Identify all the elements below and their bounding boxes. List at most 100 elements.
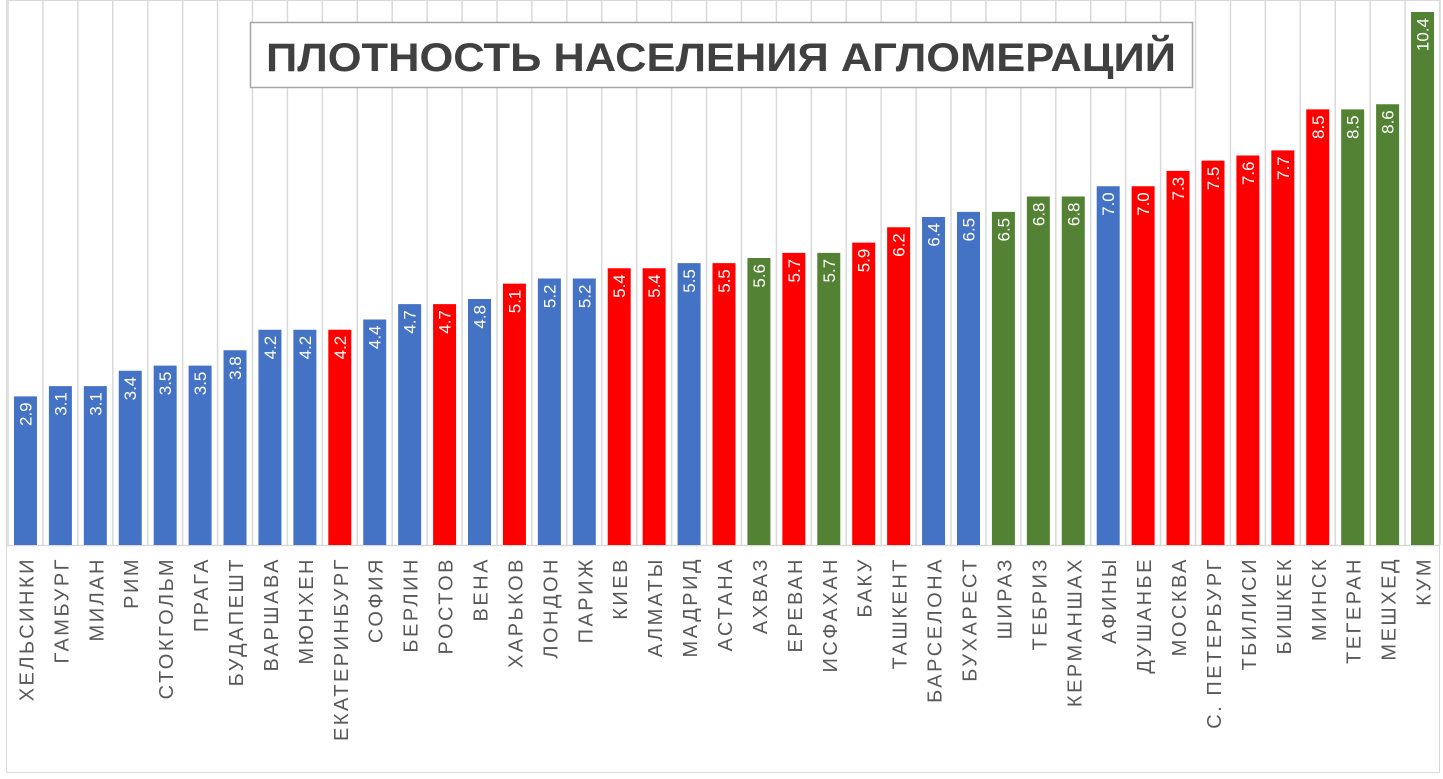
data-label: 5.4 (645, 274, 664, 298)
data-label: 8.6 (1379, 110, 1398, 134)
x-tick-label: АФИНЫ (1099, 557, 1121, 644)
data-label: 6.8 (1029, 203, 1048, 227)
x-tick-label: ШИРАЗ (994, 557, 1016, 639)
data-label: 7.0 (1134, 192, 1153, 216)
bar (572, 278, 596, 545)
bar (956, 211, 980, 545)
x-tick-label: КУМ (1414, 557, 1436, 606)
x-tick-label: ГАМБУРГ (51, 557, 73, 664)
data-label: 5.4 (610, 274, 629, 298)
x-tick-label: ХАРЬКОВ (505, 557, 527, 668)
data-label: 7.0 (1099, 192, 1118, 216)
data-label: 5.1 (505, 290, 524, 314)
x-tick-label: БУХАРЕСТ (959, 557, 981, 682)
x-tick-label: ВАРШАВА (261, 557, 283, 672)
bar (1236, 155, 1260, 545)
data-label: 3.5 (191, 372, 210, 396)
chart-title: ПЛОТНОСТЬ НАСЕЛЕНИЯ АГЛОМЕРАЦИЙ (266, 34, 1176, 80)
data-label: 4.2 (261, 336, 280, 360)
data-label: 4.7 (436, 310, 455, 334)
bar (852, 242, 876, 545)
bar (677, 263, 701, 545)
data-label: 4.7 (401, 310, 420, 334)
bar (433, 304, 457, 545)
data-label: 5.2 (540, 285, 559, 309)
x-tick-label: АХВАЗ (750, 557, 772, 634)
x-tick-label: БАКУ (855, 557, 877, 618)
bar (118, 370, 142, 545)
bar (363, 319, 387, 545)
data-label: 5.7 (820, 259, 839, 283)
bars: 2.9 3.1 3.1 3.4 3.5 3.5 3.8 4.2 4.2 4.2 4.4 4.7 4.7 4… (13, 12, 1435, 545)
bar (537, 278, 561, 545)
data-label: 5.5 (715, 269, 734, 293)
x-tick-label: КЕРМАНШАХ (1064, 557, 1086, 707)
bar (922, 217, 946, 545)
x-tick-label: АСТАНА (715, 557, 737, 651)
bar (1341, 109, 1365, 545)
bar (642, 268, 666, 545)
data-label: 5.9 (855, 249, 874, 273)
data-label: 7.6 (1239, 162, 1258, 186)
bar (153, 365, 177, 545)
bar (1201, 160, 1225, 545)
x-tick-label: ТАШКЕНТ (890, 557, 912, 669)
data-label: 7.5 (1204, 167, 1223, 191)
data-label: 5.2 (575, 285, 594, 309)
data-label: 10.4 (1414, 18, 1433, 51)
chart-title-box: ПЛОТНОСТЬ НАСЕЛЕНИЯ АГЛОМЕРАЦИЙ (249, 21, 1194, 89)
x-tick-label: ЛОНДОН (540, 557, 562, 659)
x-tick-label: ЕКАТЕРИНБУРГ (331, 557, 353, 741)
x-tick-label: ДУШАНБЕ (1134, 557, 1156, 674)
bar (468, 299, 492, 545)
data-label: 7.3 (1169, 177, 1188, 201)
bar (398, 304, 422, 545)
bar (1411, 12, 1435, 545)
x-tick-label: МАДРИД (680, 557, 702, 657)
x-tick-label: БУДАПЕШТ (226, 557, 248, 686)
x-tick-label: ПАРИЖ (575, 557, 597, 643)
bar (712, 263, 736, 545)
bar (817, 252, 841, 545)
bar (991, 211, 1015, 545)
bar (1306, 109, 1330, 545)
bar (607, 268, 631, 545)
bar (223, 350, 247, 545)
x-tick-label: МОСКВА (1169, 557, 1191, 656)
x-tick-label: СТОКГОЛЬМ (156, 557, 178, 699)
bar (188, 365, 212, 545)
bar (1026, 196, 1050, 545)
data-label: 4.4 (366, 326, 385, 350)
data-label: 3.1 (51, 392, 70, 416)
data-label: 3.1 (86, 392, 105, 416)
x-tick-label: ИСФАХАН (820, 557, 842, 673)
bar (747, 258, 771, 545)
x-tick-label: БЕРЛИН (401, 557, 423, 653)
x-tick-label: МИНСК (1309, 557, 1331, 641)
x-tick-label: С. ПЕТЕРБУРГ (1204, 557, 1226, 729)
data-label: 3.5 (156, 372, 175, 396)
x-tick-label: ТБИЛИСИ (1239, 557, 1261, 671)
x-tick-label: ХЕЛЬСИНКИ (16, 557, 38, 701)
data-label: 8.5 (1344, 115, 1363, 139)
x-tick-label: ВЕНА (471, 557, 493, 621)
data-label: 4.8 (471, 305, 490, 329)
data-label: 5.5 (680, 269, 699, 293)
x-tick-label: МИЛАН (86, 557, 108, 641)
x-tick-label: БИШКЕК (1274, 557, 1296, 654)
gridlines (6, 0, 1441, 547)
bar (1166, 170, 1190, 545)
bar (258, 329, 282, 545)
data-label: 2.9 (16, 402, 35, 426)
x-tick-label: ТЕБРИЗ (1029, 557, 1051, 650)
bar (887, 227, 911, 545)
data-label: 8.5 (1309, 115, 1328, 139)
data-label: 6.5 (959, 218, 978, 242)
bar (1096, 186, 1120, 545)
bar (48, 386, 72, 545)
bar (1131, 186, 1155, 545)
bar (1376, 104, 1400, 545)
bar (1061, 196, 1085, 545)
bar (502, 283, 526, 545)
data-label: 5.6 (750, 264, 769, 288)
